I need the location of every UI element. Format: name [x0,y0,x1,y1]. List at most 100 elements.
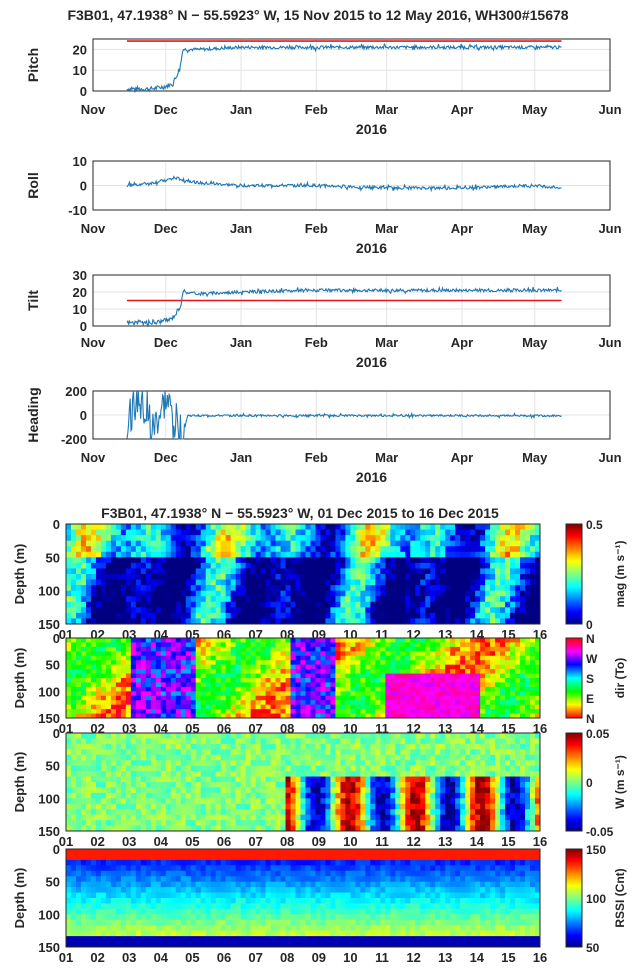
heatmap-cell [420,678,426,683]
heatmap-cell [235,546,242,553]
heatmap-cell [250,704,256,710]
heatmap-cell [450,709,456,714]
heatmap-cell [275,660,281,666]
heatmap-cell [435,792,441,799]
heatmap-cell [160,686,167,692]
heatmap-cell [405,540,411,547]
heatmap-cell [75,809,82,816]
heatmap-cell [470,695,476,701]
heatmap-cell [400,792,406,799]
heatmap-cell [440,686,446,692]
heatmap-cell [90,596,97,603]
heatmap-cell [275,618,281,625]
heatmap-cell [350,691,356,697]
heatmap-cell [66,733,72,739]
heatmap-cell [500,579,506,586]
heatmap-cell [280,682,286,688]
heatmap-cell [220,607,227,614]
heatmap-cell [230,792,237,799]
heatmap-cell [150,551,157,558]
heatmap-cell [150,535,157,542]
heatmap-cell [445,713,451,719]
heatmap-cell [220,664,227,670]
heatmap-cell [110,700,117,706]
heatmap-cell [450,562,456,569]
heatmap-cell [430,590,436,597]
heatmap-cell [185,754,192,761]
heatmap-cell [120,535,127,542]
heatmap-cell [270,618,276,625]
heatmap-cell [395,809,401,816]
heatmap-cell [400,738,406,745]
heatmap-cell [310,546,316,553]
heatmap-cell [445,557,451,564]
heatmap-cell [250,713,256,719]
heatmap-cell [190,646,197,652]
heatmap-cell [525,579,531,586]
heatmap-cell [320,709,326,714]
heatmap-cell [410,825,416,832]
heatmap-cell [315,646,321,652]
heatmap-cell [435,557,441,564]
heatmap-cell [335,585,341,592]
heatmap-cell [180,524,187,530]
heatmap-cell [320,596,326,603]
heatmap-cell [205,579,212,586]
heatmap-cell [80,733,87,739]
heatmap-cell [330,540,336,547]
heatmap-cell [155,642,162,648]
heatmap-cell [425,825,431,832]
heatmap-cell [85,669,92,674]
heatmap-cell [66,782,72,788]
heatmap-cell [145,651,152,657]
heatmap-cell [495,682,501,688]
heatmap-cell [75,529,82,536]
heatmap-cell [385,601,391,608]
heatmap-cell [75,803,82,810]
heatmap-cell [515,574,521,580]
heatmap-cell [415,678,421,683]
heatmap-cell [105,579,112,586]
heatmap-cell [490,546,496,553]
heatmap-cell [120,798,127,805]
heatmap-cell [405,642,411,648]
heatmap-cell [420,771,426,777]
heatmap-cell [420,540,426,547]
heatmap-cell [95,529,102,536]
heatmap-cell [505,590,511,597]
heatmap-cell [200,562,207,569]
heatmap-cell [320,535,326,542]
heatmap-cell [510,709,516,714]
heatmap-cell [225,700,232,706]
heatmap-cell [410,646,416,652]
heatmap-cell [310,686,316,692]
heatmap-cell [250,765,256,772]
heatmap-cell [270,814,276,821]
heatmap-cell [180,651,187,657]
heatmap-cell [145,765,152,772]
heatmap-cell [270,765,276,772]
heatmap-cell [75,709,82,714]
heatmap-cell [470,651,476,657]
heatmap-cell [340,669,346,674]
heatmap-cell [66,568,72,575]
heatmap-cell [130,709,137,714]
heatmap-cell [100,669,107,674]
heatmap-cell [235,607,242,614]
heatmap-cell [295,579,301,586]
heatmap-cell [360,678,366,683]
heatmap-cell [310,678,316,683]
heatmap-cell [215,551,222,558]
heatmap-cell [520,682,526,688]
heatmap-cell [270,678,276,683]
heatmap-cell [510,655,516,661]
heatmap-cell [120,551,127,558]
heatmap-cell [70,540,77,547]
heatmap-cell [70,618,77,625]
heatmap-cell [245,760,252,767]
heatmap-cell [255,792,261,799]
heatmap-cell [100,529,107,536]
heatmap-cell [170,825,177,832]
heatmap-cell [325,607,331,614]
heatmap-cell [325,686,331,692]
